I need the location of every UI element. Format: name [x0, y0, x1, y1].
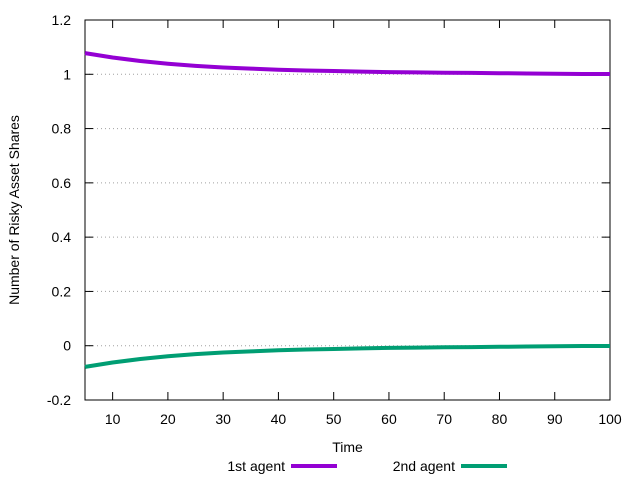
y-tick-label: 0.2 [52, 283, 72, 299]
y-tick-label: 1 [63, 66, 71, 82]
y-tick-label: 0.6 [52, 175, 72, 191]
x-axis-label: Time [332, 439, 363, 455]
x-tick-label: 100 [598, 411, 622, 427]
x-tick-label: 60 [381, 411, 397, 427]
axis-ticks: -0.2 0 0.2 0.4 0.6 0.8 1 1.2 10 20 30 40 50 60 70 80 90 1… [47, 12, 622, 427]
series-line-1 [84, 51, 610, 76]
x-tick-label: 50 [326, 411, 342, 427]
x-tick-label: 40 [271, 411, 287, 427]
x-tick-label: 90 [547, 411, 563, 427]
y-tick-label: -0.2 [47, 392, 71, 408]
y-tick-label: 0 [63, 338, 71, 354]
plot-frame [84, 19, 611, 401]
y-tick-label: 1.2 [52, 12, 72, 28]
x-tick-label: 20 [160, 411, 176, 427]
series-line-2 [84, 344, 610, 369]
x-tick-label: 10 [105, 411, 121, 427]
x-tick-label: 30 [215, 411, 231, 427]
x-tick-label: 70 [436, 411, 452, 427]
y-tick-label: 0.8 [52, 121, 72, 137]
grid-lines [85, 73, 610, 347]
legend: 1st agent 2nd agent [227, 458, 507, 474]
legend-label-1: 1st agent [227, 458, 285, 474]
x-tick-label: 80 [492, 411, 508, 427]
legend-label-2: 2nd agent [393, 458, 455, 474]
y-tick-label: 0.4 [52, 229, 72, 245]
series-lines [84, 51, 610, 369]
y-axis-label: Number of Risky Asset Shares [6, 115, 22, 305]
